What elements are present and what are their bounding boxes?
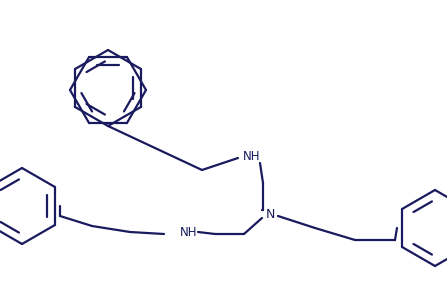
Text: N: N: [266, 208, 275, 220]
Text: NH: NH: [243, 151, 261, 164]
Text: NH: NH: [180, 225, 198, 239]
